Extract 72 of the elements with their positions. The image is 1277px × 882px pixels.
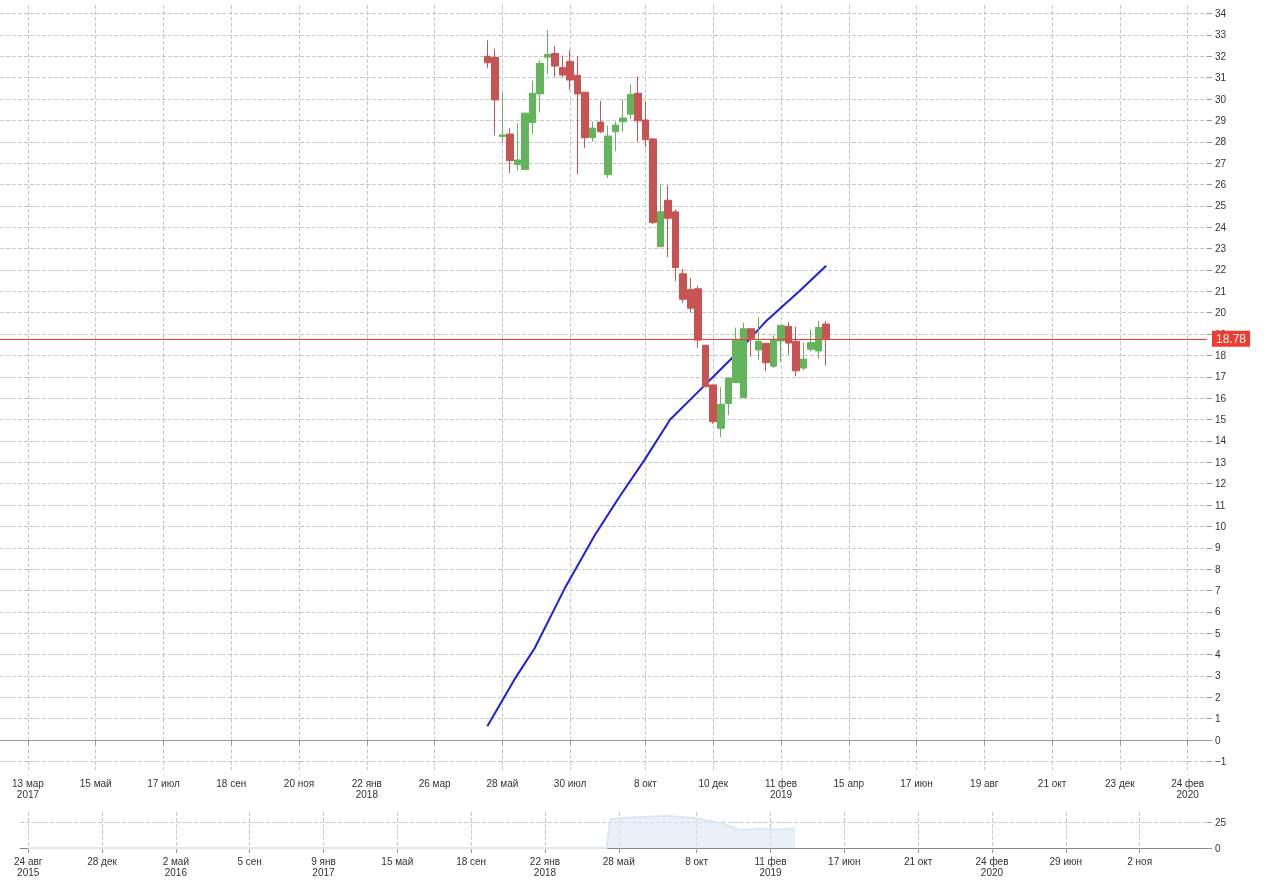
- x-tick-label: 15 май: [79, 778, 112, 789]
- y-tick-label: 3: [1215, 670, 1221, 682]
- y-tick-label: 13: [1215, 456, 1227, 468]
- x-tick-label: 24 фев 2020: [975, 856, 1009, 878]
- y-tick-label: 14: [1215, 435, 1227, 447]
- x-tick-label: 10 дек: [698, 778, 729, 789]
- x-tick-label: 2 май 2016: [162, 856, 190, 878]
- x-tick-label: 29 июн: [1049, 856, 1083, 867]
- y-tick-label: 25: [1215, 200, 1227, 212]
- y-tick-label: 20: [1215, 307, 1227, 319]
- x-tick-label: 22 янв 2018: [529, 856, 561, 878]
- y-tick-label: 23: [1215, 243, 1227, 255]
- y-tick-label: −1: [1215, 755, 1227, 767]
- x-tick-label: 17 июн: [900, 778, 933, 789]
- x-tick-label: 18 сен: [216, 778, 247, 789]
- y-tick-label: 10: [1215, 520, 1227, 532]
- y-tick-label: 26: [1215, 179, 1227, 190]
- x-tick-label: 2 ноя: [1127, 856, 1153, 867]
- y-tick-label: 1: [1215, 713, 1221, 725]
- x-tick-label: 5 сен: [237, 856, 262, 867]
- x-tick-label: 24 фев 2020: [1171, 778, 1205, 800]
- y-tick-label: 11: [1215, 499, 1226, 511]
- y-tick-label: 15: [1215, 414, 1227, 426]
- x-tick-label: 15 апр: [833, 778, 865, 789]
- x-tick-label: 17 июн: [828, 856, 861, 867]
- x-tick-label: 28 май: [602, 856, 635, 867]
- y-tick-label: 25: [1215, 816, 1227, 828]
- y-tick-label: 16: [1215, 392, 1227, 404]
- x-tick-label: 19 авг: [970, 778, 999, 789]
- y-tick-label: 27: [1215, 157, 1227, 169]
- y-tick-label: 33: [1215, 29, 1227, 41]
- y-tick-label: 29: [1215, 114, 1227, 126]
- x-tick-label: 26 мар: [418, 778, 451, 789]
- x-tick-label: 20 ноя: [283, 778, 315, 789]
- x-tick-label: 28 май: [486, 778, 519, 789]
- y-tick-label: 12: [1215, 478, 1227, 490]
- x-tick-label: 8 окт: [685, 856, 709, 867]
- y-tick-label: 2: [1215, 691, 1221, 703]
- y-tick-label: 32: [1215, 50, 1227, 62]
- x-tick-label: 30 июл: [553, 778, 587, 789]
- y-tick-label: 28: [1215, 136, 1227, 148]
- y-tick-label: 31: [1215, 72, 1227, 84]
- y-tick-label: 0: [1215, 734, 1221, 746]
- x-tick-label: 11 фев 2019: [764, 778, 798, 800]
- y-tick-label: 5: [1215, 627, 1221, 639]
- y-tick-label: 17: [1215, 371, 1227, 383]
- y-tick-label: 6: [1215, 606, 1221, 618]
- y-tick-label: 0: [1215, 842, 1221, 854]
- x-tick-label: 17 июл: [147, 778, 180, 789]
- y-tick-label: 18: [1215, 349, 1227, 361]
- x-tick-label: 15 май: [381, 856, 414, 867]
- y-tick-label: 21: [1215, 285, 1227, 297]
- x-tick-label: 8 окт: [633, 778, 658, 789]
- x-tick-label: 21 окт: [903, 856, 933, 867]
- x-tick-label: 28 дек: [87, 856, 118, 867]
- x-tick-label: 24 авг 2015: [13, 856, 43, 878]
- x-tick-label: 23 дек: [1105, 778, 1136, 789]
- x-tick-label: 22 янв 2018: [351, 778, 382, 800]
- x-tick-label: 9 янв 2017: [311, 856, 336, 878]
- y-tick-label: 9: [1215, 542, 1221, 554]
- y-tick-label: 22: [1215, 264, 1227, 276]
- y-tick-label: 8: [1215, 563, 1221, 575]
- x-tick-label: 18 сен: [456, 856, 487, 867]
- x-tick-label: 21 окт: [1037, 778, 1067, 789]
- y-tick-label: 24: [1215, 221, 1227, 233]
- y-tick-label: 34: [1215, 8, 1227, 20]
- y-tick-label: 7: [1215, 585, 1221, 596]
- y-tick-label: 30: [1215, 93, 1227, 105]
- x-tick-label: 11 фев 2019: [754, 856, 787, 878]
- y-tick-label: 4: [1215, 649, 1221, 661]
- ref-line-label: 18.78: [1216, 331, 1247, 346]
- x-tick-label: 13 мар 2017: [12, 778, 45, 800]
